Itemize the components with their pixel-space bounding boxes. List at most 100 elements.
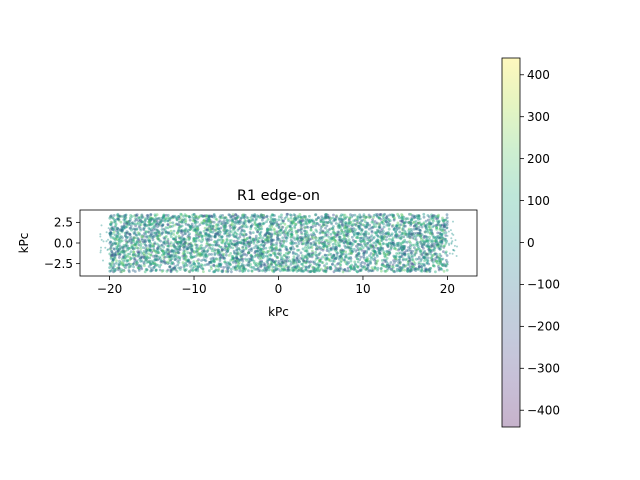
scatter-point (137, 216, 141, 220)
scatter-point (226, 266, 230, 270)
scatter-point (419, 250, 423, 254)
scatter-point (349, 259, 353, 263)
scatter-point (378, 242, 381, 246)
scatter-point (314, 228, 318, 232)
scatter-point (390, 267, 394, 271)
scatter-point (260, 264, 264, 267)
scatter-point (317, 236, 321, 240)
scatter-point (439, 245, 443, 249)
scatter-point (416, 221, 420, 225)
scatter-point (314, 253, 318, 257)
scatter-point (218, 257, 222, 261)
scatter-point (109, 240, 113, 244)
scatter-point (188, 261, 192, 265)
scatter-point (233, 243, 237, 247)
scatter-point (234, 213, 238, 216)
scatter-point (289, 247, 293, 251)
scatter-point (336, 241, 340, 245)
scatter-point (438, 236, 442, 239)
scatter-point (178, 258, 182, 261)
scatter-point (363, 265, 367, 268)
scatter-point (141, 235, 145, 239)
scatter-point (128, 258, 132, 262)
scatter-point (248, 219, 252, 222)
scatter-point (122, 215, 126, 219)
scatter-point (310, 246, 314, 250)
scatter-point (194, 228, 198, 232)
scatter-point (263, 250, 266, 254)
scatter-point (338, 238, 342, 242)
scatter-point (122, 255, 126, 259)
scatter-point (199, 247, 203, 250)
scatter-point (236, 264, 240, 268)
scatter-point (411, 255, 414, 259)
scatter-point (313, 243, 316, 247)
scatter-point (340, 229, 343, 233)
scatter-point (299, 238, 302, 242)
scatter-point (111, 261, 114, 264)
scatter-point (442, 250, 445, 254)
scatter-point (112, 228, 115, 232)
scatter-point (448, 252, 451, 255)
scatter-point (117, 214, 120, 218)
scatter-point (260, 260, 264, 264)
scatter-point (399, 268, 403, 272)
scatter-point (437, 220, 441, 224)
scatter-point (313, 270, 317, 274)
scatter-point (410, 258, 414, 262)
scatter-point (422, 263, 426, 267)
scatter-point (381, 227, 384, 231)
scatter-point (283, 230, 287, 234)
scatter-point (207, 215, 211, 219)
scatter-point (372, 214, 376, 217)
scatter-point (231, 258, 235, 262)
scatter-point (343, 236, 346, 240)
scatter-point (223, 260, 227, 263)
scatter-point (228, 263, 232, 266)
scatter-point (362, 224, 366, 227)
scatter-point (426, 239, 430, 243)
scatter-point (212, 259, 216, 263)
scatter-point (248, 236, 252, 240)
scatter-point (121, 263, 125, 267)
scatter-point (321, 229, 325, 233)
scatter-point (223, 246, 227, 250)
scatter-point (344, 237, 348, 241)
scatter-point (155, 254, 159, 258)
scatter-point (148, 239, 152, 242)
scatter-point (402, 257, 405, 261)
scatter-point (181, 218, 184, 222)
scatter-point (214, 228, 218, 232)
scatter-point (347, 256, 351, 260)
scatter-point (258, 232, 261, 236)
scatter-point (234, 231, 238, 235)
scatter-point (133, 219, 137, 223)
scatter-point (112, 262, 116, 266)
scatter-point (240, 268, 244, 271)
scatter-point (349, 265, 352, 268)
scatter-point (373, 259, 377, 262)
scatter-point (109, 264, 113, 268)
scatter-point (394, 235, 398, 239)
scatter-point (289, 238, 293, 242)
scatter-point (344, 246, 347, 250)
scatter-point (136, 250, 140, 254)
scatter-point (310, 253, 314, 257)
scatter-point (429, 222, 433, 226)
scatter-point (162, 259, 166, 263)
scatter-point (266, 240, 270, 243)
scatter-point (269, 215, 273, 219)
scatter-point (292, 255, 296, 259)
scatter-point (263, 266, 267, 270)
scatter-point (178, 248, 182, 252)
scatter-point (252, 266, 256, 269)
scatter-point (331, 262, 334, 266)
scatter-point (104, 246, 107, 249)
scatter-point (394, 255, 398, 259)
scatter-point (359, 268, 363, 272)
scatter-point (232, 249, 236, 253)
scatter-point (139, 227, 142, 230)
scatter-point (117, 249, 120, 253)
scatter-point (155, 242, 159, 246)
